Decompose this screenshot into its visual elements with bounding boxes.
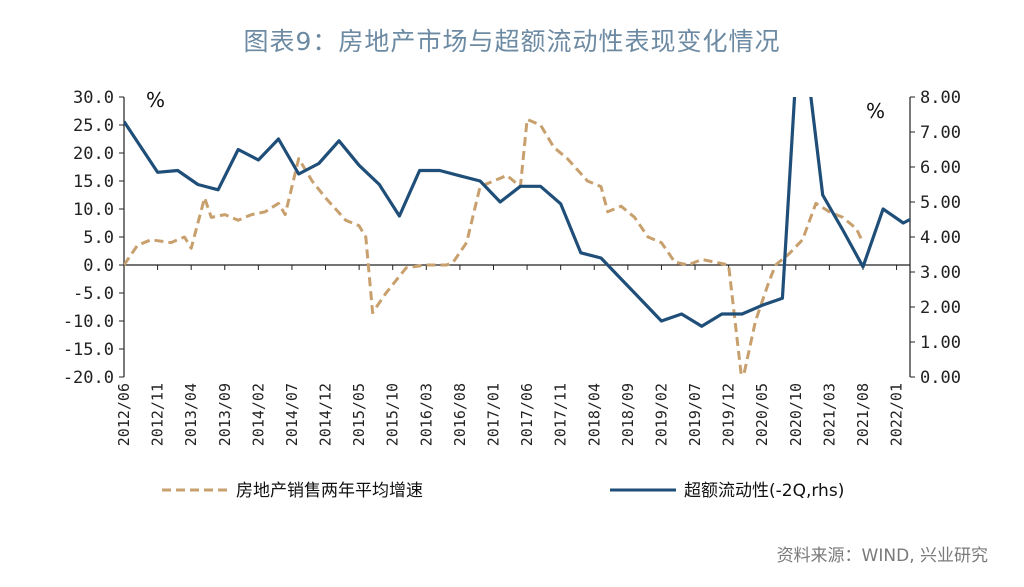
legend-label-excess-liquidity: 超额流动性(-2Q,rhs) xyxy=(684,481,844,501)
right-tick-label: 2.00 xyxy=(920,298,961,318)
left-tick-label: -15.0 xyxy=(63,340,114,360)
left-tick-label: 10.0 xyxy=(73,200,114,220)
left-tick-label: 20.0 xyxy=(73,144,114,164)
right-tick-label: 0.00 xyxy=(920,368,961,388)
x-tick-label: 2012/06 xyxy=(115,383,133,446)
right-tick-label: 7.00 xyxy=(920,123,961,143)
left-tick-label: 5.0 xyxy=(83,228,114,248)
right-tick-label: 4.00 xyxy=(920,228,961,248)
x-tick-label: 2019/12 xyxy=(720,383,738,446)
x-axis-ticks: 2012/06 2012/11 2013/04 2013/09 2014/02 2014/… xyxy=(115,265,906,446)
left-tick-label: 30.0 xyxy=(73,88,114,108)
x-tick-label: 2018/09 xyxy=(619,383,637,446)
left-tick-label: 25.0 xyxy=(73,116,114,136)
x-tick-label: 2017/01 xyxy=(484,383,502,446)
x-tick-label: 2012/11 xyxy=(149,383,167,446)
x-tick-label: 2014/02 xyxy=(249,383,267,446)
x-tick-label: 2022/01 xyxy=(888,383,906,446)
x-tick-label: 2020/10 xyxy=(787,383,805,446)
x-tick-label: 2016/08 xyxy=(451,383,469,446)
left-axis-unit: % xyxy=(146,88,165,112)
left-tick-label: -10.0 xyxy=(63,312,114,332)
axes xyxy=(123,97,911,377)
right-tick-label: 8.00 xyxy=(920,88,961,108)
left-tick-label: -5.0 xyxy=(73,284,114,304)
x-tick-label: 2017/06 xyxy=(518,383,536,446)
right-axis-ticks: 8.00 7.00 6.00 5.00 4.00 3.00 2.00 1.00 0.00 xyxy=(910,88,961,388)
x-tick-label: 2014/07 xyxy=(283,383,301,446)
right-tick-label: 6.00 xyxy=(920,158,961,178)
x-tick-label: 2019/07 xyxy=(686,383,704,446)
right-axis-unit: % xyxy=(866,99,885,123)
chart-title: 图表9：房地产市场与超额流动性表现变化情况 xyxy=(243,27,781,56)
x-tick-label: 2013/09 xyxy=(216,383,234,446)
right-tick-label: 3.00 xyxy=(920,263,961,283)
x-tick-label: 2021/03 xyxy=(820,383,838,446)
left-tick-label: 0.0 xyxy=(83,256,114,276)
series-line-excess-liquidity xyxy=(124,97,910,328)
series-line-housing-sales xyxy=(124,117,865,377)
series-layer xyxy=(124,97,910,377)
legend: 房地产销售两年平均增速 超额流动性(-2Q,rhs) xyxy=(162,481,844,501)
x-tick-label: 2018/04 xyxy=(585,383,603,446)
x-tick-label: 2016/03 xyxy=(417,383,435,446)
source-note: 资料来源：WIND, 兴业研究 xyxy=(776,546,988,566)
x-tick-label: 2013/04 xyxy=(182,383,200,446)
x-tick-label: 2015/10 xyxy=(384,383,402,446)
legend-label-housing-sales: 房地产销售两年平均增速 xyxy=(236,481,423,501)
x-tick-label: 2021/08 xyxy=(854,383,872,446)
left-tick-label: 15.0 xyxy=(73,172,114,192)
x-tick-label: 2015/05 xyxy=(350,383,368,446)
x-tick-label: 2014/12 xyxy=(317,383,335,446)
right-tick-label: 5.00 xyxy=(920,193,961,213)
x-tick-label: 2020/05 xyxy=(753,383,771,446)
left-axis-ticks: 30.0 25.0 20.0 15.0 10.0 5.0 0.0 -5.0 -10.0 -15.0… xyxy=(63,88,124,388)
right-tick-label: 1.00 xyxy=(920,333,961,353)
x-tick-label: 2017/11 xyxy=(552,383,570,446)
x-tick-label: 2019/02 xyxy=(652,383,670,446)
left-tick-label: -20.0 xyxy=(63,368,114,388)
